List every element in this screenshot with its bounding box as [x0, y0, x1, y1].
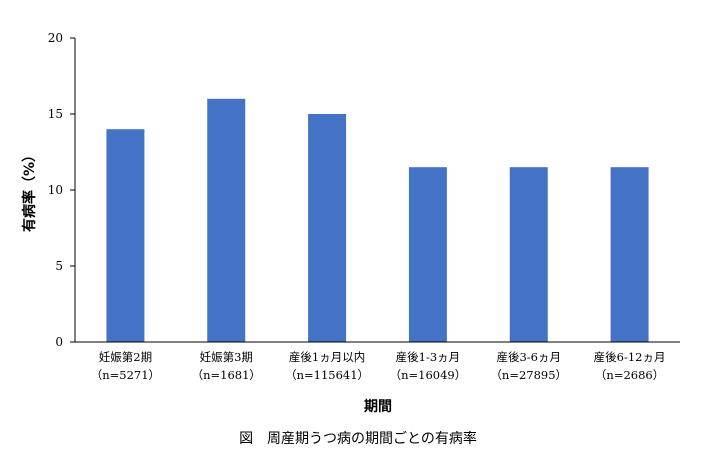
x-tick-label: 妊娠第3期 [200, 350, 253, 364]
axes-layer [70, 37, 680, 343]
x-tick-label: 産後1ヵ月以内 [289, 350, 365, 364]
x-tick-label: 産後1-3ヵ月 [396, 350, 461, 364]
x-tick-sample-size: （n=2686） [595, 368, 664, 382]
y-axis-title: 有病率（%） [21, 148, 38, 232]
x-tick-label: 産後3-6ヵ月 [496, 350, 561, 364]
bars-layer [106, 98, 649, 342]
x-axis-title: 期間 [364, 399, 392, 415]
x-tick-label: 妊娠第2期 [99, 350, 152, 364]
bar-5 [509, 167, 548, 342]
y-tick-label: 10 [48, 183, 63, 197]
bar-4 [408, 167, 447, 342]
bar-2 [207, 98, 246, 342]
x-tick-sample-size: （n=27895） [490, 368, 567, 382]
x-tick-sample-size: （n=5271） [91, 368, 160, 382]
x-tick-label: 産後6-12ヵ月 [594, 350, 666, 364]
y-tick-label: 5 [55, 259, 63, 273]
y-tick-label: 15 [48, 107, 63, 121]
x-tick-sample-size: （n=115641） [285, 368, 369, 382]
x-tick-sample-size: （n=16049） [390, 368, 467, 382]
bar-1 [106, 129, 145, 342]
chart-title: 図 周産期うつ病の期間ごとの有病率 [239, 430, 477, 447]
bar-3 [308, 114, 347, 342]
y-tick-label: 0 [55, 335, 63, 349]
y-tick-label: 20 [48, 31, 63, 45]
x-tick-sample-size: （n=1681） [192, 368, 261, 382]
bar-6 [610, 167, 649, 342]
labels-layer: 0 5 10 15 20 妊娠第2期 （n=5271） 妊娠第3期 （n=1681） 産後1ヵ月以… [48, 31, 666, 382]
